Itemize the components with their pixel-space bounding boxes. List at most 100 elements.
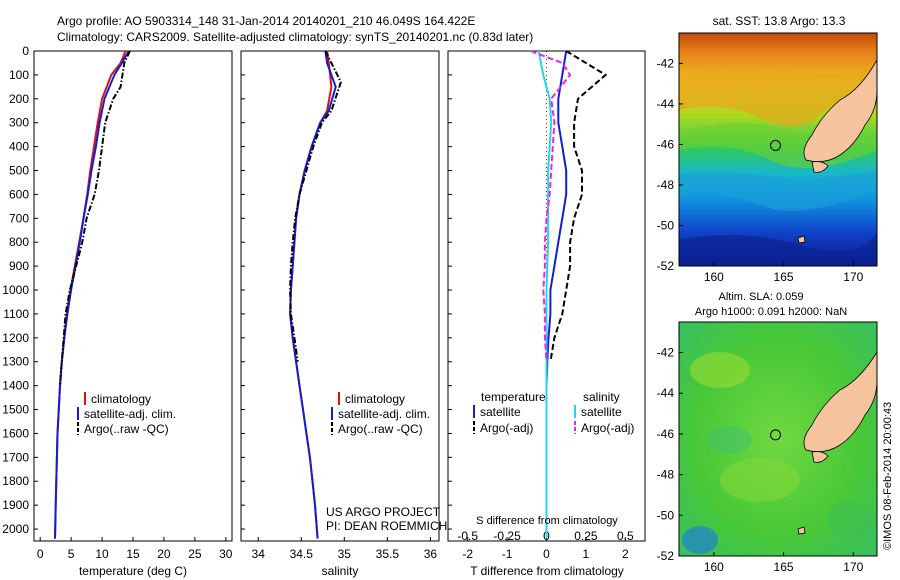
legend-item: Argo(..raw -QC) <box>84 422 169 436</box>
difference-x-axis: -2 -1 0 1 2 <box>462 537 629 561</box>
depth-tick-label: 1200 <box>2 331 29 345</box>
map-x-tick-label: 170 <box>843 560 863 574</box>
depth-tick-label: 600 <box>9 187 29 201</box>
header-line-1: Argo profile: AO 5903314_148 31-Jan-2014… <box>57 14 475 28</box>
x-tick-label: 34 <box>252 547 266 561</box>
series-line <box>54 50 127 539</box>
x-tick-label: 2 <box>622 547 629 561</box>
depth-tick-label: 1700 <box>2 450 29 464</box>
temperature-axes-box <box>33 50 233 542</box>
legend-item: satellite-adj. clim. <box>84 407 176 421</box>
legend-item: satellite-adj. clim. <box>338 407 430 421</box>
temperature-legend: climatology satellite-adj. clim. Argo(..… <box>77 392 176 436</box>
sst-map-title: sat. SST: 13.8 Argo: 13.3 <box>713 14 846 28</box>
depth-tick-label: 1300 <box>2 355 29 369</box>
x-tick-label: -1 <box>502 547 513 561</box>
sst-map-frame <box>678 32 878 267</box>
legend-item: climatology <box>345 392 405 406</box>
argo-position-marker <box>770 429 782 441</box>
map-x-tick-label: 165 <box>774 270 794 284</box>
temperature-x-axis: 0 5 10 15 20 25 30 <box>37 537 233 561</box>
x-tick-label: -0.5 <box>457 529 478 543</box>
legend-title: salinity <box>583 390 620 404</box>
x-tick-label: -2 <box>462 547 473 561</box>
depth-tick-label: 500 <box>9 164 29 178</box>
x-tick-label: 0.5 <box>617 529 634 543</box>
x-tick-label: 0 <box>37 547 44 561</box>
salinity-axes-box <box>240 50 440 542</box>
legend-item: Argo(-adj) <box>480 421 533 435</box>
imos-stamp: ©IMOS 08-Feb-2014 20:00:43 <box>882 402 894 550</box>
sla-map-title-1: Altim. SLA: 0.059 <box>719 291 804 303</box>
argo-position-marker <box>770 139 782 151</box>
map-y-tick-label: -50 <box>657 218 675 232</box>
x-tick-label: 35 <box>338 547 352 561</box>
depth-tick-label: 300 <box>9 116 29 130</box>
map-y-tick-label: -46 <box>657 137 675 151</box>
sla-map-frame <box>678 321 878 557</box>
x-tick-label: 1 <box>583 547 590 561</box>
depth-tick-label: 200 <box>9 92 29 106</box>
map-y-tick-label: -50 <box>657 508 675 522</box>
series-line <box>59 50 131 386</box>
salinity-legend: climatology satellite-adj. clim. Argo(..… <box>331 392 430 436</box>
sst-map-axes: 160 165 170 -42 -44 -46 -48 -50 -52 <box>657 56 864 284</box>
difference-x-label: T difference from climatology <box>470 564 624 578</box>
map-x-tick-label: 170 <box>843 270 863 284</box>
depth-tick-label: 1900 <box>2 498 29 512</box>
salinity-x-axis: 34 34.5 35 35.5 36 <box>252 537 437 561</box>
depth-tick-label: 800 <box>9 235 29 249</box>
map-y-tick-label: -42 <box>657 56 675 70</box>
depth-tick-label: 0 <box>22 44 29 58</box>
map-y-tick-label: -48 <box>657 468 675 482</box>
x-tick-label: 0 <box>543 547 550 561</box>
map-x-tick-label: 160 <box>704 560 724 574</box>
legend-title: temperature <box>481 390 546 404</box>
series-line <box>289 50 342 362</box>
difference-top-label: S difference from climatology <box>476 515 618 527</box>
x-tick-label: 30 <box>219 547 233 561</box>
series-line <box>537 50 553 539</box>
x-tick-label: 10 <box>95 547 109 561</box>
depth-tick-label: 400 <box>9 140 29 154</box>
x-tick-label: 20 <box>157 547 171 561</box>
depth-tick-label: 1100 <box>3 307 29 321</box>
x-tick-label: 15 <box>126 547 140 561</box>
depth-tick-label: 900 <box>9 259 29 273</box>
project-credit: US ARGO PROJECT <box>326 505 441 519</box>
depth-tick-label: 2000 <box>2 522 29 536</box>
salinity-x-label: salinity <box>322 564 359 578</box>
map-y-tick-label: -42 <box>657 346 675 360</box>
map-y-tick-label: -52 <box>657 549 675 563</box>
sla-map-title-2: Argo h1000: 0.091 h2000: NaN <box>695 306 847 318</box>
temperature-x-label: temperature (deg C) <box>79 564 187 578</box>
map-x-tick-label: 165 <box>774 560 794 574</box>
difference-legend: temperature salinity satellite Argo(-adj… <box>473 390 634 435</box>
depth-tick-label: 1500 <box>2 403 29 417</box>
map-y-tick-label: -48 <box>657 178 675 192</box>
depth-tick-label: 100 <box>9 68 29 82</box>
x-tick-label: 5 <box>68 547 75 561</box>
series-line <box>54 50 130 539</box>
legend-item: satellite <box>581 405 622 419</box>
series-line <box>549 50 608 362</box>
legend-item: satellite <box>480 405 521 419</box>
legend-item: climatology <box>91 392 151 406</box>
series-line <box>530 50 572 362</box>
series-line <box>545 50 568 539</box>
x-tick-label: 0.25 <box>574 529 598 543</box>
salinity-series <box>289 50 342 539</box>
depth-axis: 0 100 200 300 400 500 600 700 800 900 1000 1100 1200… <box>2 44 452 536</box>
depth-tick-label: 1800 <box>2 474 29 488</box>
header-line-2: Climatology: CARS2009. Satellite-adjuste… <box>57 30 533 44</box>
map-x-tick-label: 160 <box>704 270 724 284</box>
legend-item: Argo(-adj) <box>581 421 634 435</box>
series-line <box>289 50 337 539</box>
depth-tick-label: 1000 <box>2 283 29 297</box>
x-tick-label: 25 <box>188 547 202 561</box>
depth-tick-label: 1400 <box>2 379 29 393</box>
x-tick-label: 35.5 <box>376 547 400 561</box>
difference-series <box>530 50 608 539</box>
legend-item: Argo(..raw -QC) <box>338 422 423 436</box>
